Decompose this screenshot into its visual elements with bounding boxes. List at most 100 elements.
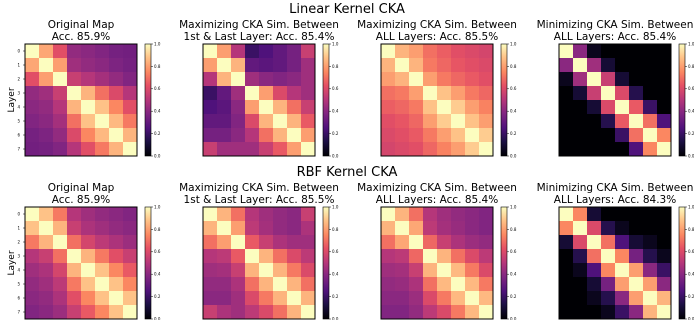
heatmap-cell <box>643 235 658 250</box>
heatmap-cell <box>437 249 452 264</box>
heatmap-cell <box>381 207 396 222</box>
heatmap-cell <box>203 305 218 320</box>
colorbar-tick-label: 0.2 <box>332 131 339 136</box>
heatmap-frame <box>24 43 138 157</box>
colorbar-tick-label: 0.2 <box>688 294 694 299</box>
heatmap-cell <box>287 86 302 101</box>
heatmap-cell <box>217 291 232 306</box>
heatmap-cell <box>259 44 274 59</box>
heatmap-cell <box>573 128 588 143</box>
heatmap-cell <box>395 291 410 306</box>
heatmap-cell <box>39 249 54 264</box>
heatmap-cell <box>573 221 588 236</box>
heatmap-cell <box>587 72 602 87</box>
heatmap-cell <box>451 100 466 115</box>
heatmap-cell <box>643 221 658 236</box>
heatmap-cell <box>409 128 424 143</box>
heatmap-cell <box>39 44 54 59</box>
heatmap-cell <box>395 86 410 101</box>
heatmap-cell <box>395 100 410 115</box>
heatmap-cell <box>381 86 396 101</box>
colorbar-tick-label: 0.6 <box>154 86 161 91</box>
heatmap-cell <box>615 114 630 129</box>
heatmap-cell <box>81 128 96 143</box>
heatmap-cell <box>395 114 410 129</box>
heatmap-cell <box>587 142 602 157</box>
heatmap-cell <box>245 58 260 73</box>
heatmap-cell <box>245 235 260 250</box>
heatmap-cell <box>273 142 288 157</box>
heatmap-cell <box>273 277 288 292</box>
heatmap-cell <box>409 100 424 115</box>
heatmap-cell <box>259 86 274 101</box>
heatmap-cell <box>657 58 672 73</box>
heatmap-cell <box>643 100 658 115</box>
heatmap-cell <box>25 86 40 101</box>
heatmap-cell <box>123 114 138 129</box>
heatmap-cell <box>559 221 574 236</box>
heatmap-cell <box>217 114 232 129</box>
heatmap-cell <box>287 291 302 306</box>
heatmap-cell <box>615 207 630 222</box>
heatmap-cell <box>395 221 410 236</box>
heatmap-cell <box>39 114 54 129</box>
heatmap-cell <box>465 263 480 278</box>
heatmap-cell <box>273 44 288 59</box>
heatmap-cell <box>273 86 288 101</box>
colorbar-tick-label: 0.2 <box>510 131 517 136</box>
heatmap-cell <box>423 44 438 59</box>
heatmap-cell <box>231 263 246 278</box>
heatmap-cell <box>39 142 54 157</box>
heatmap-cell <box>81 207 96 222</box>
heatmap-cell <box>25 249 40 264</box>
heatmap-cell <box>629 207 644 222</box>
heatmap-cell <box>95 263 110 278</box>
heatmap-cell <box>643 249 658 264</box>
heatmap-cell <box>559 207 574 222</box>
heatmap-cell <box>601 44 616 59</box>
heatmap-cell <box>25 72 40 87</box>
colorbar-tick-label: 1.0 <box>688 41 694 46</box>
heatmap-cell <box>573 142 588 157</box>
heatmap-cell <box>615 221 630 236</box>
heatmap-cell <box>395 142 410 157</box>
heatmap-cell <box>381 58 396 73</box>
heatmap-cell <box>451 235 466 250</box>
heatmap-cell <box>25 114 40 129</box>
colorbar-tick-label: 0.0 <box>332 153 339 158</box>
heatmap-cell <box>203 100 218 115</box>
heatmap-cell <box>437 207 452 222</box>
heatmap-cell <box>95 100 110 115</box>
heatmap-cell <box>587 305 602 320</box>
heatmap-cell <box>629 263 644 278</box>
heatmap-cell <box>123 86 138 101</box>
heatmap-cell <box>657 263 672 278</box>
heatmap-cell <box>573 263 588 278</box>
heatmap-cell <box>451 249 466 264</box>
heatmap-cell <box>217 249 232 264</box>
heatmap-cell <box>109 263 124 278</box>
colorbar <box>678 206 686 320</box>
heatmap-cell <box>67 207 82 222</box>
heatmap-cell <box>39 58 54 73</box>
colorbar-tick-label: 0.8 <box>154 64 161 69</box>
heatmap-cell <box>451 142 466 157</box>
heatmap-cell <box>95 86 110 101</box>
heatmap-cell <box>53 58 68 73</box>
heatmap-cell <box>123 277 138 292</box>
heatmap-cell <box>465 128 480 143</box>
heatmap-cell <box>381 128 396 143</box>
heatmap-cell <box>217 221 232 236</box>
heatmap-cell <box>559 263 574 278</box>
y-tick-label: 0 <box>17 49 20 54</box>
heatmap-cell <box>381 277 396 292</box>
heatmap-cell <box>81 235 96 250</box>
heatmap-cell <box>81 114 96 129</box>
heatmap-cell <box>287 142 302 157</box>
heatmap-cell <box>259 142 274 157</box>
heatmap-cell <box>95 291 110 306</box>
heatmap-cell <box>629 277 644 292</box>
heatmap-cell <box>39 291 54 306</box>
heatmap-cell <box>409 305 424 320</box>
